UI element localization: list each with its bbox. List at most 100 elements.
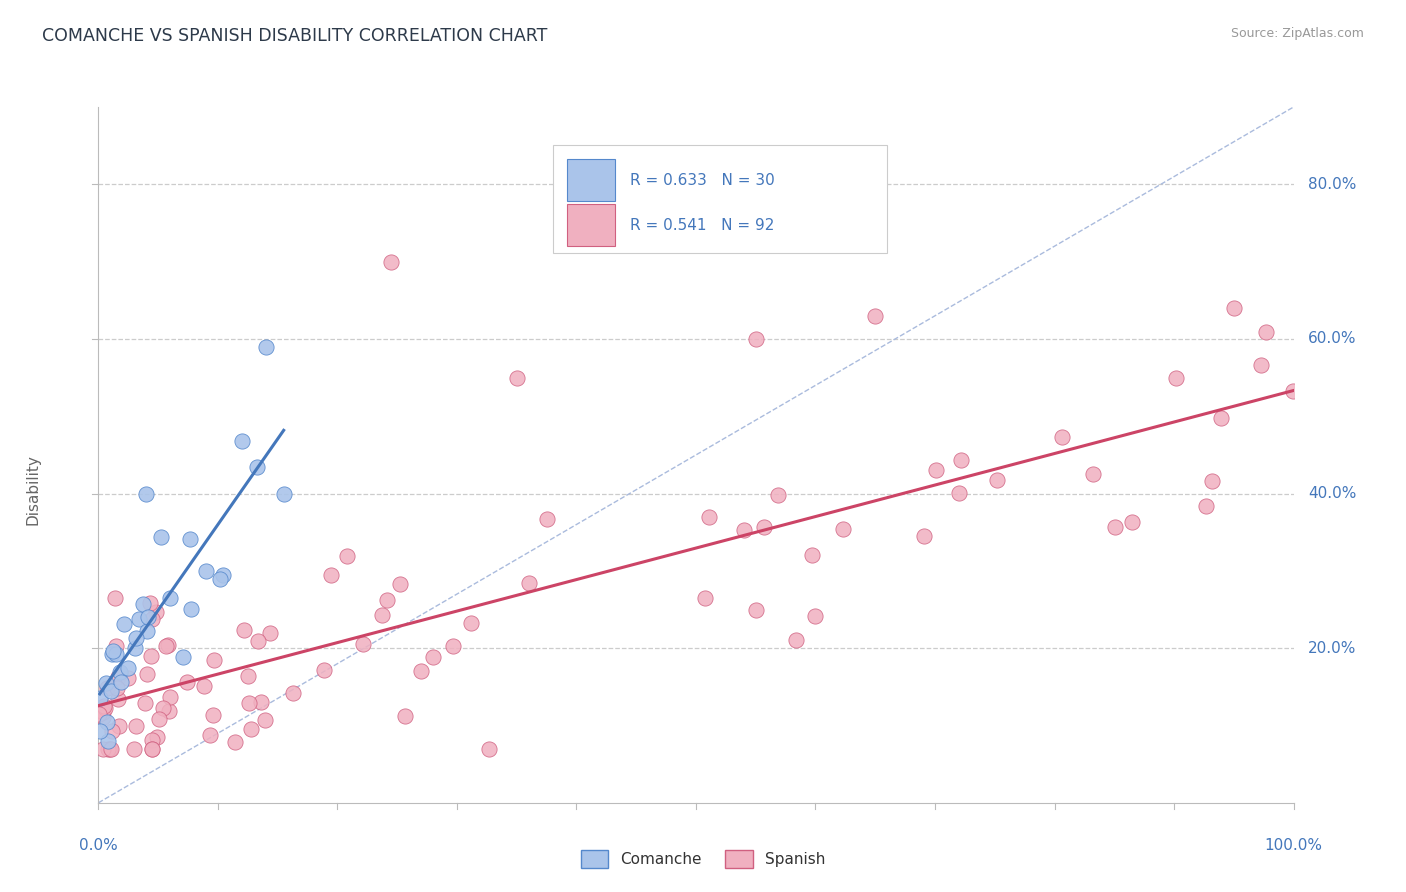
- Point: [803, 609, 825, 624]
- Point: [136, 624, 159, 638]
- Point: [97, 734, 120, 748]
- Point: [1050, 430, 1073, 444]
- Point: [697, 510, 720, 524]
- Point: [110, 675, 132, 690]
- Point: [231, 434, 253, 448]
- Point: [336, 549, 359, 563]
- Legend: Comanche, Spanish: Comanche, Spanish: [574, 843, 832, 875]
- Text: 40.0%: 40.0%: [1308, 486, 1357, 501]
- Point: [122, 741, 145, 756]
- Point: [745, 602, 768, 616]
- Text: 60.0%: 60.0%: [1308, 332, 1357, 346]
- Point: [1211, 410, 1233, 425]
- Point: [155, 639, 177, 653]
- Text: 0.0%: 0.0%: [79, 838, 118, 853]
- Point: [89, 724, 111, 739]
- Point: [198, 728, 221, 742]
- Point: [96, 714, 118, 729]
- Point: [176, 675, 198, 690]
- Point: [801, 549, 824, 563]
- Point: [108, 665, 131, 679]
- Point: [104, 591, 127, 605]
- Point: [236, 669, 259, 683]
- Point: [259, 625, 281, 640]
- Point: [785, 632, 807, 647]
- Point: [104, 647, 127, 661]
- Point: [752, 520, 775, 534]
- Point: [98, 741, 121, 756]
- Text: 100.0%: 100.0%: [1264, 838, 1323, 853]
- Point: [831, 522, 853, 536]
- Point: [250, 695, 273, 709]
- Point: [281, 686, 304, 700]
- Point: [125, 719, 148, 733]
- Point: [117, 661, 139, 675]
- Point: [506, 370, 529, 384]
- Point: [1121, 515, 1143, 529]
- Point: [152, 701, 174, 715]
- Point: [100, 741, 122, 756]
- Point: [150, 531, 173, 545]
- Point: [128, 612, 150, 626]
- Point: [1083, 467, 1105, 481]
- Point: [89, 691, 111, 706]
- Point: [125, 631, 148, 645]
- Point: [1195, 499, 1218, 513]
- Point: [239, 722, 262, 736]
- Point: [93, 710, 115, 724]
- Point: [1104, 520, 1126, 534]
- Point: [1164, 371, 1187, 385]
- Point: [105, 681, 128, 695]
- Point: [101, 648, 124, 662]
- Point: [96, 681, 118, 695]
- Text: 80.0%: 80.0%: [1308, 177, 1357, 192]
- Point: [179, 533, 201, 547]
- Point: [135, 486, 157, 500]
- Point: [202, 653, 225, 667]
- Point: [141, 741, 163, 756]
- Point: [105, 639, 128, 653]
- Point: [388, 577, 411, 591]
- Point: [91, 741, 114, 756]
- Point: [370, 608, 392, 623]
- Point: [96, 676, 118, 690]
- Point: [101, 644, 124, 658]
- Point: [254, 340, 277, 354]
- FancyBboxPatch shape: [553, 145, 887, 253]
- Bar: [567, 160, 614, 201]
- Point: [132, 597, 155, 611]
- Point: [912, 529, 935, 543]
- Point: [536, 512, 558, 526]
- Point: [352, 636, 374, 650]
- Point: [141, 741, 163, 756]
- Point: [180, 601, 202, 615]
- Point: [148, 712, 170, 726]
- Point: [141, 733, 163, 747]
- Point: [156, 638, 179, 652]
- Point: [394, 709, 416, 723]
- Point: [319, 567, 342, 582]
- Point: [194, 564, 217, 578]
- Point: [745, 332, 768, 346]
- Point: [246, 634, 269, 648]
- Point: [94, 701, 117, 715]
- Point: [1250, 358, 1272, 372]
- Point: [1222, 301, 1246, 315]
- Point: [233, 624, 256, 638]
- Point: [87, 706, 110, 721]
- Point: [695, 591, 717, 605]
- Point: [145, 605, 167, 619]
- Point: [948, 486, 970, 500]
- Point: [460, 616, 482, 631]
- Point: [159, 690, 181, 704]
- Point: [101, 724, 124, 739]
- Text: R = 0.541   N = 92: R = 0.541 N = 92: [630, 218, 775, 233]
- Point: [139, 597, 162, 611]
- Point: [925, 462, 948, 476]
- Point: [409, 665, 432, 679]
- Point: [986, 473, 1008, 487]
- Point: [209, 572, 232, 586]
- Point: [202, 708, 225, 723]
- Point: [1256, 325, 1278, 339]
- Text: Source: ZipAtlas.com: Source: ZipAtlas.com: [1230, 27, 1364, 40]
